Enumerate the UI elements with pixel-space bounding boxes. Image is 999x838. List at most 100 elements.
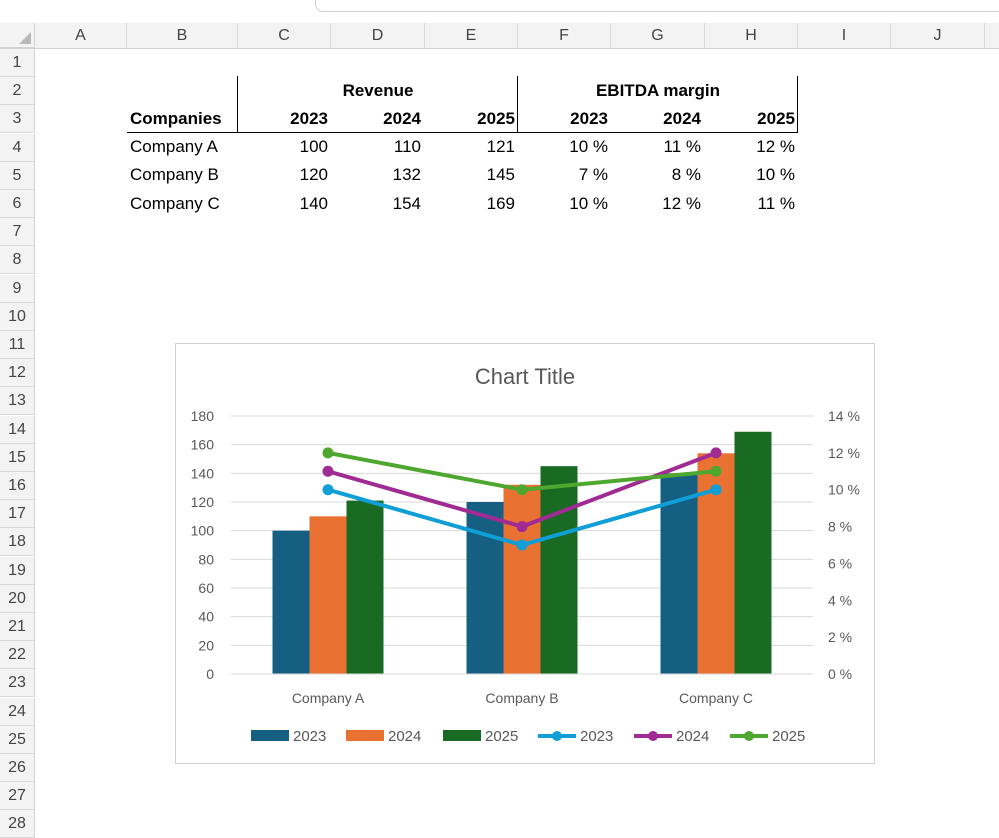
column-header-b[interactable]: B [127, 23, 238, 48]
row-header-13[interactable]: 13 [0, 387, 35, 416]
bar-2023-1 [466, 502, 504, 674]
bar-2025-2 [734, 431, 772, 674]
column-header-h[interactable]: H [705, 23, 798, 48]
y2-tick-label: 4 % [828, 592, 852, 608]
row-header-1[interactable]: 1 [0, 49, 35, 77]
bar-2024-1 [503, 484, 541, 674]
row-header-6[interactable]: 6 [0, 190, 35, 218]
header-revenue-2024[interactable]: 2024 [383, 109, 421, 128]
point-2024-2 [710, 447, 722, 459]
row-header-28[interactable]: 28 [0, 810, 35, 838]
column-header-i[interactable]: I [798, 23, 891, 48]
column-header-f[interactable]: F [518, 23, 611, 48]
row-header-26[interactable]: 26 [0, 754, 35, 782]
column-header-bar [0, 23, 999, 49]
cell-ebitda-margin[interactable]: 10 % [569, 137, 608, 156]
cell-ebitda-margin[interactable]: 7 % [578, 165, 608, 185]
header-companies[interactable]: Companies [130, 109, 222, 128]
cell-company[interactable]: Company C [130, 193, 220, 213]
row-header-5[interactable]: 5 [0, 161, 35, 190]
row-header-21[interactable]: 21 [0, 613, 35, 641]
cell-company[interactable]: Company A [130, 137, 218, 156]
row-header-7[interactable]: 7 [0, 218, 35, 247]
x-tick-label: Company B [485, 690, 558, 706]
y2-tick-label: 2 % [828, 629, 852, 645]
row-header-9[interactable]: 9 [0, 274, 35, 303]
cell-revenue[interactable]: 121 [486, 137, 515, 156]
y2-tick-label: 6 % [828, 555, 852, 571]
cell-ebitda-margin[interactable]: 10 % [756, 165, 795, 185]
bar-2023-0 [272, 530, 310, 674]
row-header-17[interactable]: 17 [0, 500, 35, 529]
header-margin-2025[interactable]: 2025 [757, 109, 795, 128]
y-tick-label: 40 [198, 609, 214, 625]
cell-ebitda-margin[interactable]: 11 % [757, 193, 796, 213]
column-header-c[interactable]: C [238, 23, 331, 48]
column-header-j[interactable]: J [891, 23, 985, 48]
cell-company[interactable]: Company B [130, 165, 219, 185]
row-header-20[interactable]: 20 [0, 584, 35, 613]
row-header-2[interactable]: 2 [0, 77, 35, 106]
legend-label: 2024 [388, 728, 421, 745]
header-revenue-2025[interactable]: 2025 [477, 109, 515, 128]
row-header-22[interactable]: 22 [0, 641, 35, 670]
x-tick-label: Company A [292, 690, 365, 706]
row-header-19[interactable]: 19 [0, 556, 35, 585]
row-header-12[interactable]: 12 [0, 359, 35, 388]
cell-ebitda-margin[interactable]: 8 % [671, 165, 701, 185]
row-header-10[interactable]: 10 [0, 302, 35, 331]
column-header-a[interactable]: A [35, 23, 127, 48]
table-border-right [797, 76, 798, 133]
column-header-d[interactable]: D [331, 23, 425, 48]
row-header-18[interactable]: 18 [0, 528, 35, 557]
row-header-16[interactable]: 16 [0, 472, 35, 500]
row-header-4[interactable]: 4 [0, 133, 35, 162]
cell-revenue[interactable]: 145 [486, 165, 515, 185]
formula-bar[interactable] [315, 0, 999, 12]
y-tick-label: 100 [191, 523, 215, 539]
cell-ebitda-margin[interactable]: 12 % [662, 193, 701, 213]
row-header-23[interactable]: 23 [0, 669, 35, 698]
y-tick-label: 80 [198, 551, 214, 567]
cell-revenue[interactable]: 169 [486, 193, 515, 213]
row-header-3[interactable]: 3 [0, 105, 35, 134]
y-tick-label: 0 [206, 666, 214, 682]
header-margin-2023[interactable]: 2023 [570, 109, 608, 128]
row-header-14[interactable]: 14 [0, 415, 35, 444]
row-header-27[interactable]: 27 [0, 782, 35, 811]
cell-revenue[interactable]: 100 [299, 137, 328, 156]
cell-revenue[interactable]: 140 [299, 193, 328, 213]
row-header-11[interactable]: 11 [0, 331, 35, 359]
cell-revenue[interactable]: 154 [392, 193, 421, 213]
y-tick-label: 140 [191, 465, 215, 481]
y-tick-label: 180 [191, 408, 215, 424]
legend-label: 2025 [772, 728, 805, 745]
select-all-button[interactable] [0, 23, 35, 48]
cell-ebitda-margin[interactable]: 10 % [569, 193, 608, 213]
point-2023-2 [710, 484, 722, 496]
header-revenue-2023[interactable]: 2023 [290, 109, 328, 128]
header-margin-2024[interactable]: 2024 [663, 109, 701, 128]
row-header-25[interactable]: 25 [0, 725, 35, 754]
combo-chart[interactable]: Chart Title 0 20 40 60 80 100 120 140 160 180 0 % 2 … [176, 344, 874, 763]
column-header-g[interactable]: G [611, 23, 705, 48]
row-header-15[interactable]: 15 [0, 443, 35, 472]
column-header-e[interactable]: E [425, 23, 518, 48]
header-revenue[interactable]: Revenue [342, 81, 414, 100]
cell-revenue[interactable]: 132 [392, 165, 421, 185]
cell-ebitda-margin[interactable]: 11 % [663, 137, 702, 156]
legend-label: 2023 [293, 728, 326, 745]
legend-swatch-marker [648, 731, 658, 741]
row-header-8[interactable]: 8 [0, 246, 35, 275]
legend-label: 2025 [485, 728, 518, 745]
y2-tick-label: 10 % [828, 482, 860, 498]
cell-revenue[interactable]: 120 [299, 165, 328, 185]
row-header-24[interactable]: 24 [0, 697, 35, 726]
table-border-left [237, 76, 238, 133]
chart-container[interactable]: Chart Title 0 20 40 60 80 100 120 140 160 180 0 % 2 … [175, 343, 875, 764]
legend-swatch-bar [346, 730, 384, 741]
header-ebitda-margin[interactable]: EBITDA margin [595, 81, 721, 100]
cell-revenue[interactable]: 110 [393, 137, 421, 156]
y2-tick-label: 0 % [828, 666, 852, 682]
cell-ebitda-margin[interactable]: 12 % [756, 137, 795, 156]
